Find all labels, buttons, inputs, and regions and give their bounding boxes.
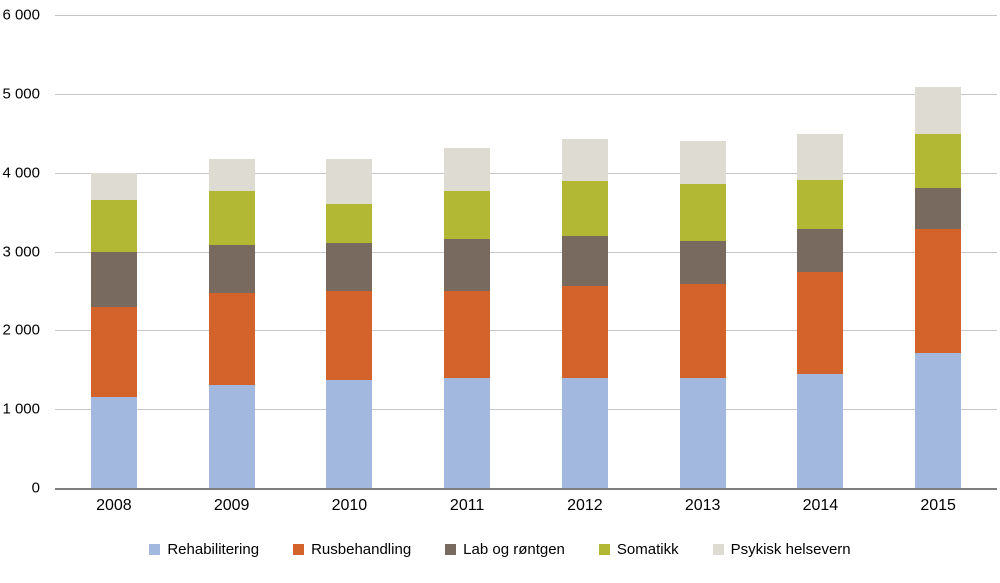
bar-segment (444, 147, 491, 191)
x-tick-label: 2014 (802, 497, 839, 514)
bar-column (173, 15, 291, 488)
stacked-bar (915, 86, 962, 488)
bar-segment (915, 228, 962, 354)
legend-label: Somatikk (616, 541, 679, 558)
bar-segment (915, 134, 962, 188)
y-tick-label: 4 000 (2, 164, 40, 182)
y-tick-label: 3 000 (2, 243, 40, 260)
legend-swatch-icon (445, 544, 457, 555)
x-tick-label: 2012 (567, 497, 603, 514)
bar-segment (326, 159, 373, 205)
x-tick-label: 2008 (96, 497, 132, 514)
bar-segment (326, 204, 373, 243)
legend-swatch-icon (712, 544, 724, 555)
bar-segment (915, 353, 962, 488)
bar-segment (797, 228, 844, 273)
plot-area (55, 15, 997, 490)
bar-segment (444, 190, 491, 239)
bar-segment (444, 238, 491, 291)
bar-column (408, 15, 526, 488)
bar-segment (915, 187, 962, 229)
stacked-bar (208, 159, 255, 488)
bar-segment (326, 242, 373, 291)
bar-segment (326, 380, 373, 488)
y-tick-label: 2 000 (2, 321, 40, 339)
bar-segment (561, 286, 608, 378)
bar-segment (90, 251, 137, 307)
bar-segment (561, 138, 608, 182)
legend-swatch-icon (293, 544, 305, 555)
legend-label: Rehabilitering (167, 541, 260, 558)
bar-segment (561, 377, 608, 488)
bar-segment (679, 240, 726, 284)
bar-segment (561, 181, 608, 236)
x-tick-label: 2009 (213, 497, 250, 514)
bar-column (55, 15, 173, 488)
bar-segment (208, 245, 255, 294)
bar-segment (444, 290, 491, 378)
x-axis-line (55, 488, 997, 490)
stacked-bar (90, 172, 137, 488)
y-tick-label: 5 000 (2, 85, 40, 103)
bar-segment (915, 86, 962, 135)
stacked-bar (797, 134, 844, 488)
legend-item: Psykisk helsevern (712, 541, 851, 558)
bar-column (526, 15, 644, 488)
y-tick-label: 1 000 (2, 400, 40, 418)
bar-segment (326, 290, 373, 380)
x-axis-labels: 2008 2009 2010 2011 2012 2013 2014 2015 (55, 497, 997, 521)
gridline (55, 172, 997, 174)
y-tick-label: 6 000 (2, 6, 40, 24)
gridline (55, 409, 997, 411)
bar-segment (208, 190, 255, 246)
bar-segment (208, 293, 255, 385)
bar-segment (797, 272, 844, 374)
x-tick-label: 2015 (920, 497, 956, 514)
bar-segment (444, 377, 491, 488)
stacked-bar (444, 147, 491, 488)
bar-segment (679, 183, 726, 241)
bar-segment (679, 141, 726, 184)
bar-segment (679, 377, 726, 488)
stacked-bar (561, 138, 608, 488)
bar-segment (90, 397, 137, 488)
legend-swatch-icon (598, 544, 610, 555)
legend-label: Psykisk helsevern (730, 541, 851, 558)
bar-column (762, 15, 880, 488)
stacked-bar (679, 141, 726, 488)
legend-label: Rusbehandling (311, 541, 412, 558)
legend-item: Lab og røntgen (445, 541, 565, 558)
legend: Rehabilitering Rusbehandling Lab og røntge… (0, 541, 1000, 558)
bar-column (291, 15, 409, 488)
stacked-bar (326, 159, 373, 488)
bar-segment (679, 283, 726, 378)
bar-segment (90, 200, 137, 252)
gridline (55, 251, 997, 253)
y-tick-label: 0 (31, 479, 40, 497)
bar-segment (797, 179, 844, 229)
legend-item: Somatikk (598, 541, 679, 558)
gridline (55, 93, 997, 95)
bar-column (644, 15, 762, 488)
legend-swatch-icon (149, 544, 161, 555)
bar-segment (90, 306, 137, 398)
bar-segment (90, 172, 137, 201)
legend-item: Rusbehandling (293, 541, 411, 558)
gridline (55, 15, 997, 16)
x-tick-label: 2010 (331, 497, 368, 514)
gridline (55, 330, 997, 332)
x-tick-label: 2013 (684, 497, 721, 514)
bar-segment (797, 134, 844, 180)
bar-segment (208, 384, 255, 488)
legend-item: Rehabilitering (149, 541, 259, 558)
y-axis-labels: 0 1 000 2 000 3 000 4 000 5 000 6 000 (0, 7, 46, 497)
bar-segment (561, 235, 608, 287)
bar-segment (797, 373, 844, 488)
bars-row (55, 15, 997, 488)
legend-label: Lab og røntgen (463, 541, 565, 558)
x-tick-label: 2011 (449, 497, 485, 514)
bar-segment (208, 159, 255, 191)
bar-column (879, 15, 997, 488)
